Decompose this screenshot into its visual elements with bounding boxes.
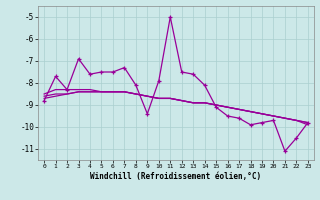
X-axis label: Windchill (Refroidissement éolien,°C): Windchill (Refroidissement éolien,°C) [91, 172, 261, 181]
